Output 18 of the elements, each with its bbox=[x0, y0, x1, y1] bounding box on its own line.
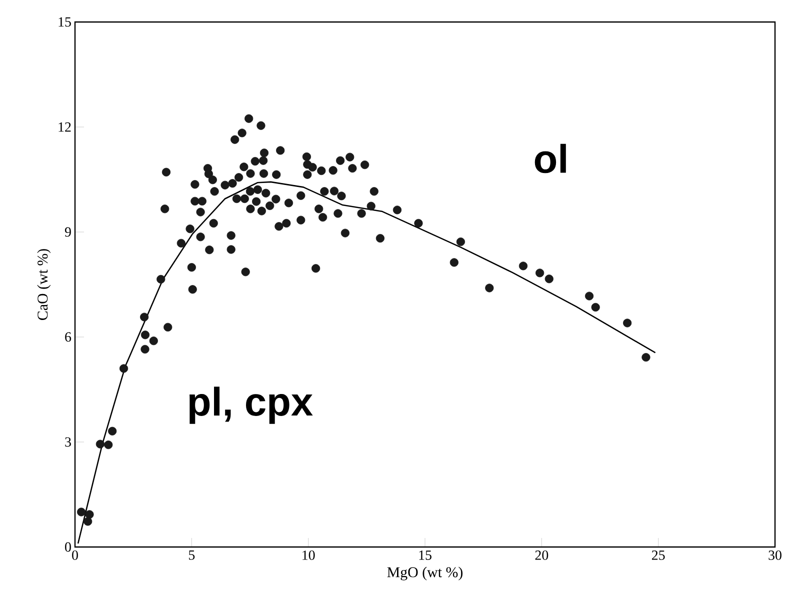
annotation: ol bbox=[534, 144, 566, 174]
y-tick-label: 6 bbox=[65, 332, 72, 342]
y-tick-label: 15 bbox=[58, 17, 71, 27]
x-tick-label: 30 bbox=[768, 550, 782, 560]
line-series bbox=[77, 181, 656, 544]
x-tick-label: 15 bbox=[419, 550, 432, 560]
annotation: pl, cpx bbox=[190, 386, 313, 424]
x-tick-label: 5 bbox=[188, 550, 195, 560]
x-tick-label: 10 bbox=[302, 550, 315, 560]
x-tick-label: 25 bbox=[652, 550, 665, 560]
y-tick-label: 9 bbox=[64, 227, 71, 237]
y-tick-label: 12 bbox=[58, 122, 71, 132]
y-axis-title: CaO (wt %) bbox=[37, 249, 51, 320]
y-tick-label: 3 bbox=[65, 437, 71, 447]
x-tick-label: 20 bbox=[535, 550, 548, 560]
x-axis-title: MgO (wt %) bbox=[387, 566, 463, 580]
y-tick-label: 0 bbox=[65, 542, 71, 552]
x-tick-label: 0 bbox=[72, 550, 78, 560]
